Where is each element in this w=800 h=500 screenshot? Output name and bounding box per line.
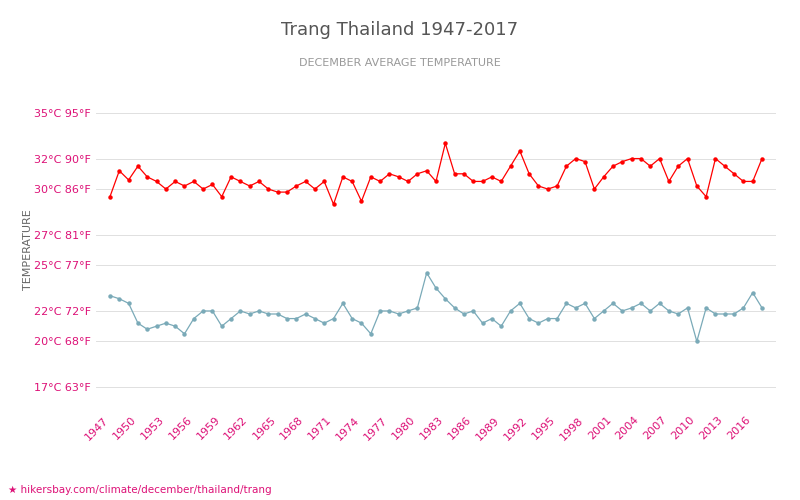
Y-axis label: TEMPERATURE: TEMPERATURE xyxy=(23,210,34,290)
Text: Trang Thailand 1947-2017: Trang Thailand 1947-2017 xyxy=(282,21,518,39)
Text: DECEMBER AVERAGE TEMPERATURE: DECEMBER AVERAGE TEMPERATURE xyxy=(299,58,501,68)
Legend: NIGHT, DAY: NIGHT, DAY xyxy=(351,496,521,500)
Text: ★ hikersbay.com/climate/december/thailand/trang: ★ hikersbay.com/climate/december/thailan… xyxy=(8,485,272,495)
